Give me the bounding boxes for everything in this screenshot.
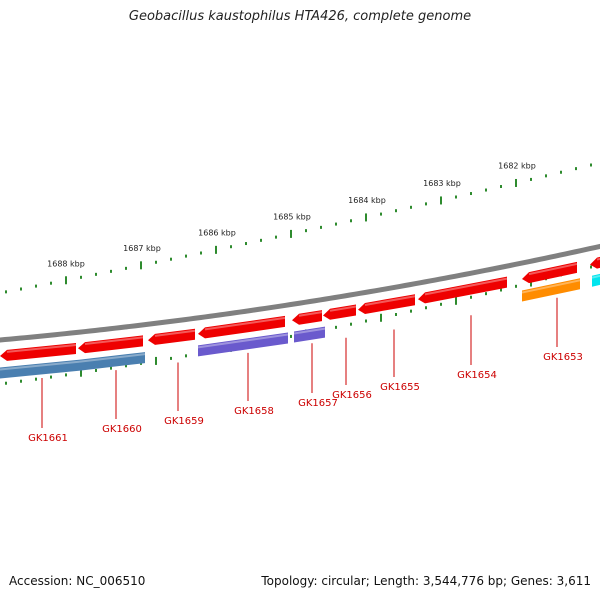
gene-highlight <box>364 295 416 306</box>
genome-backbone <box>0 243 600 343</box>
scale-label: 1685 kbp <box>273 213 311 222</box>
gene-highlight <box>521 279 581 294</box>
gene-label: GK1660 <box>102 424 142 435</box>
scale-label: 1684 kbp <box>348 196 386 205</box>
gene-arrow <box>78 335 143 354</box>
gene-arrow <box>198 315 285 339</box>
gene-label: GK1657 <box>298 398 338 409</box>
gene-arrow <box>292 310 322 325</box>
gene-arrow <box>358 294 415 314</box>
genome-summary: Topology: circular; Length: 3,544,776 bp… <box>261 574 591 588</box>
gene-highlight <box>329 305 357 312</box>
genome-title: Geobacillus kaustophilus HTA426, complet… <box>128 9 472 24</box>
gene-arrow <box>418 276 507 304</box>
gene-label: GK1658 <box>234 406 274 417</box>
gene-label: GK1653 <box>543 352 583 363</box>
scale-label: 1688 kbp <box>47 259 85 268</box>
gene-arrow <box>79 352 145 371</box>
gene-arrow <box>0 343 76 361</box>
gene-highlight <box>78 353 146 363</box>
gene-arrow <box>323 304 356 320</box>
gene-highlight <box>197 333 289 349</box>
gene-highlight <box>528 262 578 276</box>
gene-arrow <box>198 332 288 357</box>
gene-highlight <box>6 344 77 353</box>
gene-highlight <box>84 336 144 346</box>
scale-label: 1687 kbp <box>123 244 161 253</box>
gene-highlight <box>591 274 600 279</box>
scale-label: 1683 kbp <box>423 179 461 188</box>
accession-text: Accession: NC_006510 <box>9 574 146 588</box>
gene-arrow <box>592 273 600 287</box>
gene-highlight <box>596 257 600 261</box>
gene-track <box>0 256 600 379</box>
gene-arrow <box>590 256 600 269</box>
gene-label: GK1661 <box>28 433 68 444</box>
gene-highlight <box>424 277 508 296</box>
scale-label: 1686 kbp <box>198 229 236 238</box>
gene-highlight <box>293 327 326 335</box>
gene-highlight <box>154 329 196 337</box>
gene-label: GK1659 <box>164 416 204 427</box>
gene-label: GK1655 <box>380 382 420 393</box>
scale-label: 1682 kbp <box>498 162 536 171</box>
gene-highlight <box>204 316 286 331</box>
gene-label: GK1656 <box>332 390 372 401</box>
gene-arrow <box>0 359 79 379</box>
scale-labels: 1688 kbp 1687 kbp 1686 kbp 1685 kbp 1684 kbp… <box>47 162 536 269</box>
outer-tick-ruler <box>5 163 592 294</box>
gene-arrow <box>148 328 195 345</box>
gene-label: GK1654 <box>457 370 497 381</box>
gene-arrow <box>522 261 577 284</box>
gene-arrow <box>294 326 325 343</box>
gene-arrow <box>522 278 580 302</box>
gene-highlight <box>0 360 80 371</box>
gene-highlight <box>298 311 323 317</box>
